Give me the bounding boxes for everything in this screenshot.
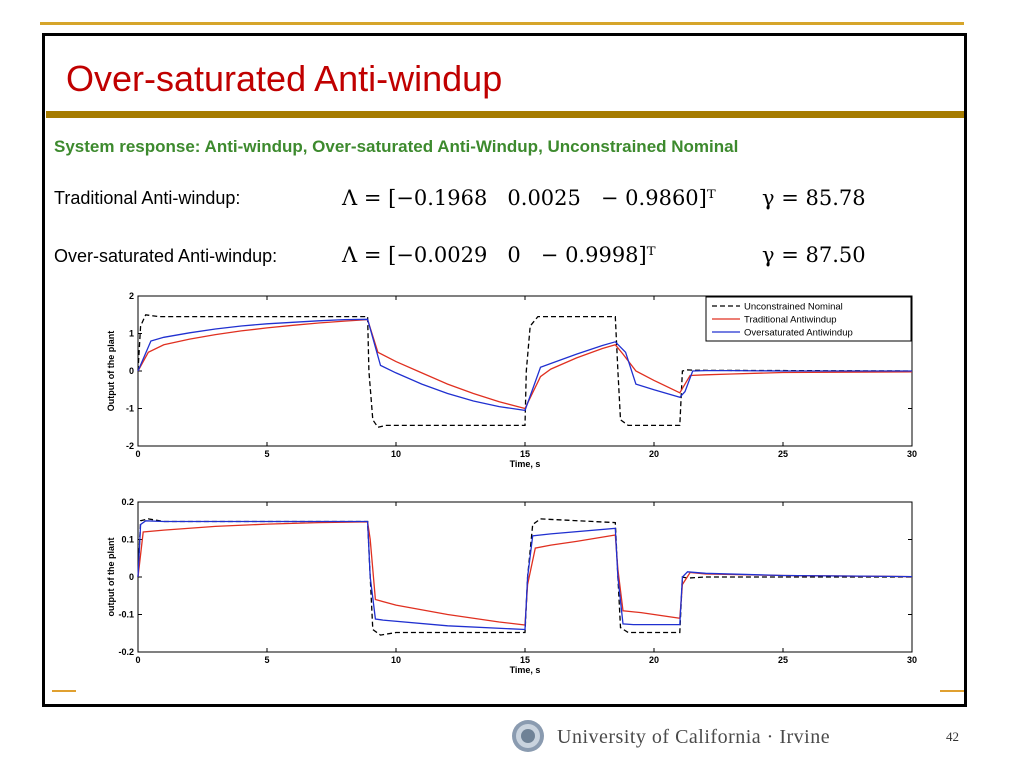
title-rule <box>46 111 964 118</box>
chart2-x-tick-label: 30 <box>907 655 917 665</box>
chart2-y-tick-label: 0.2 <box>121 497 134 507</box>
chart1-x-axis-label: Time, s <box>510 459 541 469</box>
traditional-lambda: Λ = [−0.1968 0.0025 − 0.9860]ᵀ <box>342 186 716 210</box>
chart1-x-tick-label: 0 <box>135 449 140 459</box>
chart1-y-tick-label: -2 <box>126 441 134 451</box>
chart1-x-tick-label: 10 <box>391 449 401 459</box>
chart2-y-tick-label: -0.2 <box>118 647 134 657</box>
chart2-x-tick-label: 25 <box>778 655 788 665</box>
chart2-series-line-3 <box>137 520 913 631</box>
chart1-series-line-3 <box>137 318 912 412</box>
chart2-y-tick-label: -0.1 <box>118 610 134 620</box>
chart2-x-tick-label: 15 <box>520 655 530 665</box>
chart2-x-tick-label: 10 <box>391 655 401 665</box>
chart1-legend-label: Unconstrained Nominal <box>744 302 843 313</box>
chart2-y-axis-label: output of the plant <box>106 538 116 617</box>
chart1-y-tick-label: 0 <box>129 366 134 376</box>
slide-subtitle: System response: Anti-windup, Over-satur… <box>54 137 739 156</box>
chart1-x-tick-label: 5 <box>264 449 269 459</box>
chart2-y-tick-label: 0 <box>129 572 134 582</box>
chart1-legend-box <box>705 296 912 342</box>
university-seal-icon <box>512 720 544 752</box>
page-number: 42 <box>946 729 959 744</box>
chart1-x-tick-label: 15 <box>520 449 530 459</box>
top-accent-rule <box>40 22 964 25</box>
corner-accent-right <box>940 690 964 692</box>
chart1-series-line-1 <box>137 314 913 429</box>
chart1-y-axis-label: Output of the plant <box>106 331 116 411</box>
slide-title: Over-saturated Anti-windup <box>66 58 503 99</box>
oversaturated-lambda: Λ = [−0.0029 0 − 0.9998]ᵀ <box>342 243 656 267</box>
traditional-gamma: γ = 85.78 <box>762 186 866 210</box>
chart1-y-tick-label: 1 <box>129 329 134 339</box>
chart2-x-axis-label: Time, s <box>510 665 541 675</box>
chart1-x-tick-label: 30 <box>907 449 917 459</box>
chart2-y-tick-label: 0.1 <box>121 535 134 545</box>
chart1-y-tick-label: -1 <box>126 404 134 414</box>
chart1-x-tick-label: 20 <box>649 449 659 459</box>
chart2-x-tick-label: 5 <box>264 655 269 665</box>
chart1-legend-label: Traditional Antiwindup <box>744 315 837 326</box>
slide-frame <box>42 33 967 707</box>
chart1-series-line-2 <box>137 318 913 410</box>
corner-accent-left <box>52 690 76 692</box>
chart1-x-tick-label: 25 <box>778 449 788 459</box>
chart2-x-tick-label: 20 <box>649 655 659 665</box>
oversaturated-label: Over-saturated Anti-windup: <box>54 246 278 266</box>
chart2-x-tick-label: 0 <box>135 655 140 665</box>
university-footer: University of California · Irvine <box>557 726 831 748</box>
traditional-label: Traditional Anti-windup: <box>54 188 241 208</box>
oversaturated-gamma: γ = 87.50 <box>762 243 866 267</box>
chart1-legend-label: Oversaturated Antiwindup <box>744 328 853 339</box>
chart1-y-tick-label: 2 <box>129 291 134 301</box>
